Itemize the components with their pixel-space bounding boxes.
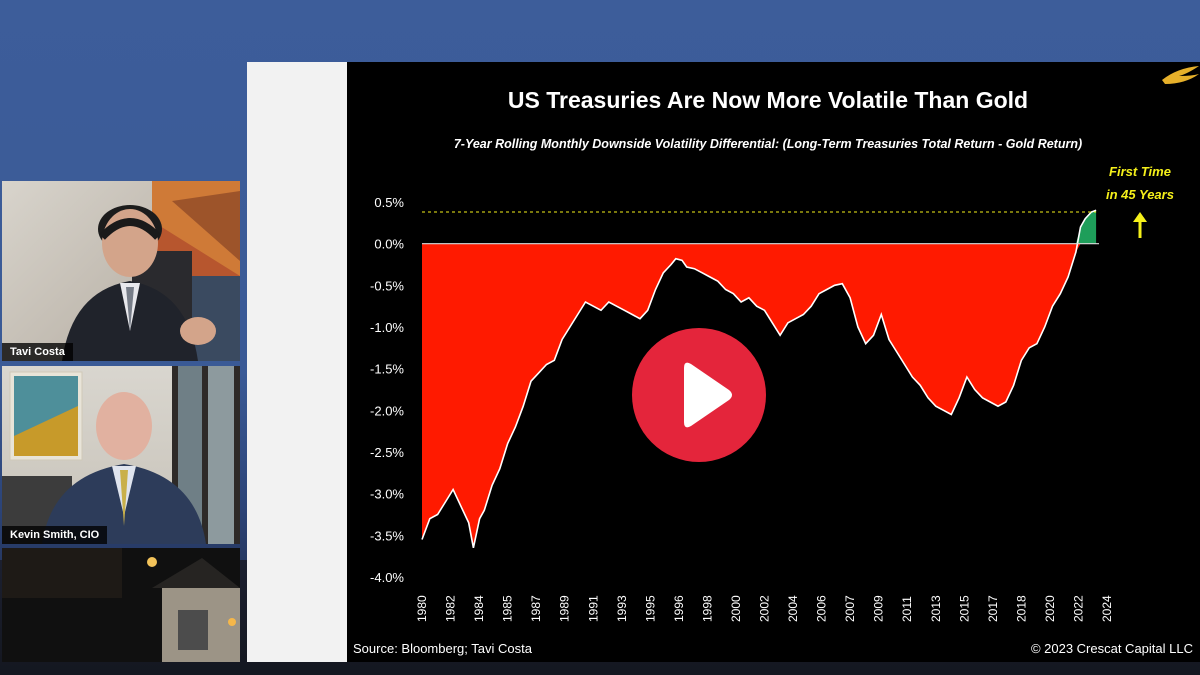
- play-icon: [684, 362, 732, 428]
- chart-svg: US Treasuries Are Now More Volatile Than…: [353, 66, 1199, 656]
- y-tick-label: -3.5%: [370, 528, 404, 543]
- x-tick-label: 2020: [1043, 595, 1057, 622]
- crescat-bird-logo-icon: [1162, 66, 1199, 84]
- annotation-line-2: in 45 Years: [1106, 187, 1174, 202]
- x-tick-label: 2000: [729, 595, 743, 622]
- y-tick-label: -0.5%: [370, 278, 404, 293]
- x-tick-label: 1987: [529, 595, 543, 622]
- x-tick-label: 1982: [444, 595, 458, 622]
- series-line: [421, 209, 1097, 548]
- x-tick-label: 2006: [815, 595, 829, 622]
- participant-2-video: [2, 366, 240, 544]
- series-area-negative: [422, 243, 1097, 548]
- y-tick-label: -1.0%: [370, 320, 404, 335]
- y-tick-label: -2.5%: [370, 445, 404, 460]
- x-tick-label: 2017: [986, 595, 1000, 622]
- chart-subtitle: 7-Year Rolling Monthly Downside Volatili…: [454, 137, 1082, 151]
- shared-slide: US Treasuries Are Now More Volatile Than…: [347, 62, 1200, 662]
- y-tick-label: -4.0%: [370, 570, 404, 585]
- x-tick-label: 2004: [786, 595, 800, 622]
- play-button[interactable]: [632, 328, 766, 462]
- x-tick-label: 1989: [558, 595, 572, 622]
- x-tick-label: 2009: [872, 595, 886, 622]
- participant-name-label: Tavi Costa: [2, 343, 73, 361]
- y-tick-label: 0.5%: [374, 195, 404, 210]
- y-tick-label: -3.0%: [370, 487, 404, 502]
- up-arrow-icon: [1133, 212, 1147, 238]
- video-tile-background: [2, 548, 240, 662]
- series-area-positive: [1075, 210, 1097, 244]
- x-tick-label: 2011: [900, 596, 914, 622]
- x-tick-label: 1993: [615, 595, 629, 622]
- participant-name-label: Kevin Smith, CIO: [2, 526, 108, 544]
- x-tick-label: 1985: [501, 595, 515, 622]
- participant-1-video: [62, 181, 240, 361]
- x-tick-label: 1984: [472, 595, 486, 622]
- x-tick-label: 2018: [1014, 595, 1028, 622]
- video-tile-participant-1[interactable]: Tavi Costa: [2, 181, 240, 361]
- y-tick-label: -1.5%: [370, 362, 404, 377]
- x-tick-label: 1980: [415, 595, 429, 622]
- x-tick-label: 2015: [957, 595, 971, 622]
- night-scene-image: [2, 548, 240, 662]
- y-tick-label: -2.0%: [370, 403, 404, 418]
- annotation-line-1: First Time: [1109, 164, 1171, 179]
- x-tick-label: 2024: [1100, 595, 1114, 622]
- x-tick-label: 2007: [843, 595, 857, 622]
- x-tick-label: 2002: [758, 595, 772, 622]
- chart-title: US Treasuries Are Now More Volatile Than…: [508, 87, 1028, 113]
- y-tick-label: 0.0%: [374, 237, 404, 252]
- x-tick-label: 1991: [586, 595, 600, 622]
- x-tick-label: 2022: [1071, 595, 1085, 622]
- x-tick-label: 1995: [643, 595, 657, 622]
- source-label: Source: Bloomberg; Tavi Costa: [353, 641, 533, 656]
- x-tick-label: 1996: [672, 595, 686, 622]
- slide-left-margin: [247, 62, 349, 662]
- x-tick-label: 1998: [700, 595, 714, 622]
- copyright-label: © 2023 Crescat Capital LLC: [1031, 641, 1193, 656]
- video-tile-participant-2[interactable]: Kevin Smith, CIO: [2, 366, 240, 544]
- x-tick-label: 2013: [929, 595, 943, 622]
